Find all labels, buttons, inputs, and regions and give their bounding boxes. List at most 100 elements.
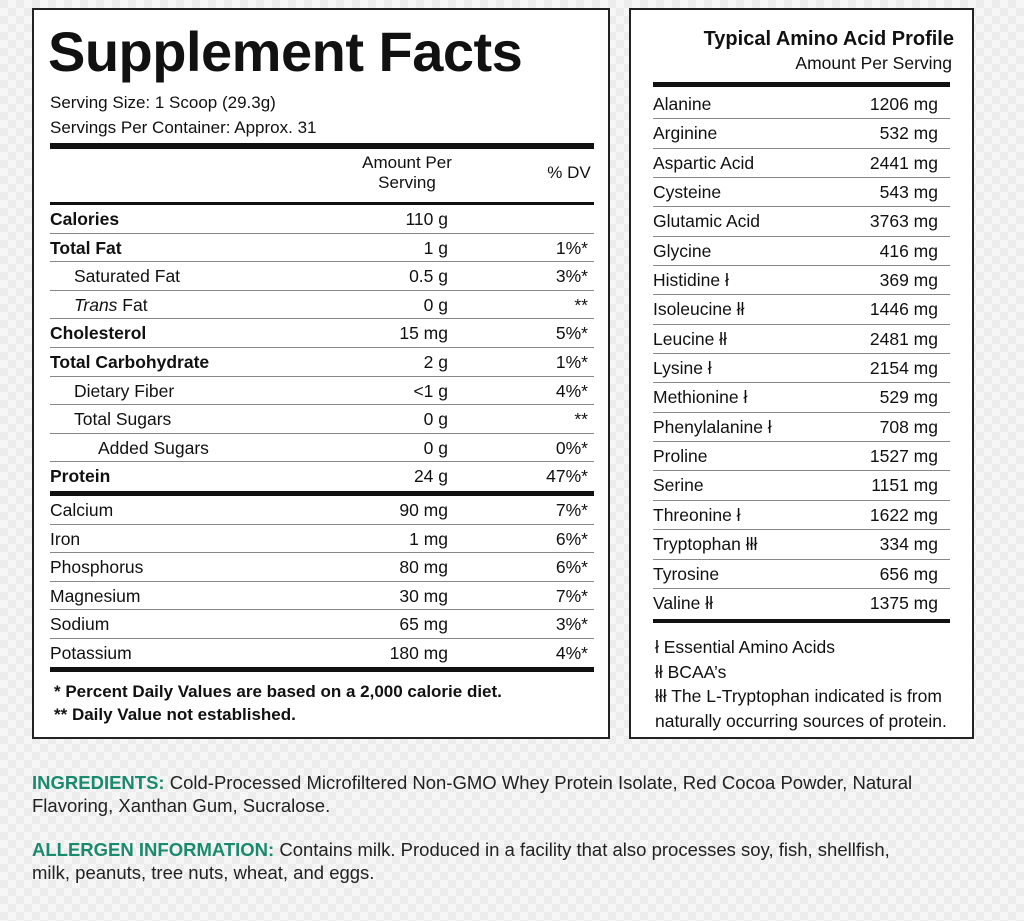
nutrient-row: Total Sugars 0 g ** <box>50 405 594 434</box>
ingredients: INGREDIENTS: Cold-Processed Microfiltere… <box>32 771 932 817</box>
nutrient-dv: 1%* <box>555 237 588 258</box>
amino-row: Tyrosine 656 mg <box>653 560 950 589</box>
amino-name: Alanine <box>653 94 712 114</box>
nutrient-row: Total Carbohydrate 2 g 1%* <box>50 348 594 377</box>
nutrient-name: Cholesterol <box>50 323 147 344</box>
amino-amount: 369 mg <box>879 270 938 291</box>
amino-name: Glycine <box>653 240 712 261</box>
nutrient-amount: 1 g <box>423 237 448 258</box>
nutrient-dv: 3%* <box>555 266 588 287</box>
amino-row: Proline 1527 mg <box>653 442 950 472</box>
amino-row: Valine łł 1375 mg <box>653 589 950 618</box>
amino-row: Cysteine 543 mg <box>653 178 950 208</box>
amino-name: Phenylalanine ł <box>653 416 772 437</box>
nutrient-amount: <1 g <box>413 380 448 401</box>
divider <box>50 202 594 205</box>
amino-row: Aspartic Acid 2441 mg <box>653 149 950 179</box>
nutrient-dv: 0%* <box>555 437 588 458</box>
amino-subtitle: Amount Per Serving <box>795 53 952 73</box>
amino-notes: ł Essential Amino Acids łł BCAA’s łłł Th… <box>655 635 947 733</box>
allergen-text: Contains milk. Produced in a facility th… <box>32 839 890 883</box>
mineral-amount: 30 mg <box>399 585 448 606</box>
mineral-row: Phosphorus 80 mg 6%* <box>50 553 594 582</box>
nutrient-name: Total Carbohydrate <box>50 351 210 372</box>
divider <box>50 667 594 672</box>
amino-name: Tryptophan łłł <box>653 534 758 555</box>
mineral-amount: 65 mg <box>399 614 448 635</box>
nutrient-name: Total Fat <box>50 237 122 258</box>
allergen-label: ALLERGEN INFORMATION: <box>32 839 275 860</box>
amino-amount: 656 mg <box>879 563 938 584</box>
amino-name: Serine <box>653 475 704 496</box>
amino-amount: 543 mg <box>879 182 938 203</box>
footnote-daily-values: * Percent Daily Values are based on a 2,… <box>54 682 502 701</box>
mineral-dv: 6%* <box>555 528 588 549</box>
mineral-row: Magnesium 30 mg 7%* <box>50 582 594 611</box>
mineral-row: Sodium 65 mg 3%* <box>50 610 594 639</box>
nutrient-row: Trans Fat 0 g ** <box>50 291 594 320</box>
mineral-amount: 90 mg <box>399 500 448 520</box>
amino-amount: 334 mg <box>879 534 938 555</box>
nutrient-row: Saturated Fat 0.5 g 3%* <box>50 262 594 291</box>
mineral-amount: 180 mg <box>389 642 448 663</box>
amino-acid-panel: Typical Amino Acid Profile Amount Per Se… <box>629 8 974 739</box>
amino-title: Typical Amino Acid Profile <box>703 28 954 50</box>
divider <box>50 143 594 149</box>
nutrient-amount: 2 g <box>423 351 448 372</box>
nutrient-amount: 0 g <box>423 409 448 430</box>
nutrient-name: Total Sugars <box>74 409 172 430</box>
amino-row: Tryptophan łłł 334 mg <box>653 530 950 560</box>
amino-row: Lysine ł 2154 mg <box>653 354 950 384</box>
amino-amount: 2154 mg <box>869 358 938 379</box>
amino-name: Aspartic Acid <box>653 152 755 173</box>
mineral-dv: 7%* <box>555 585 588 606</box>
amino-amount: 1622 mg <box>869 504 938 525</box>
nutrient-row: Added Sugars 0 g 0%* <box>50 434 594 463</box>
nutrient-dv: 5%* <box>555 323 588 344</box>
amino-amount: 708 mg <box>879 416 938 437</box>
amino-name: Methionine ł <box>653 387 748 408</box>
amino-row: Methionine ł 529 mg <box>653 383 950 413</box>
amino-amount: 532 mg <box>879 123 938 144</box>
amino-row: Leucine łł 2481 mg <box>653 325 950 355</box>
note: łł BCAA’s <box>655 661 727 682</box>
mineral-name: Calcium <box>50 500 114 520</box>
amino-row: Phenylalanine ł 708 mg <box>653 413 950 443</box>
amino-row: Glutamic Acid 3763 mg <box>653 207 950 237</box>
divider <box>653 82 950 87</box>
nutrient-amount: 15 mg <box>399 323 448 344</box>
nutrient-amount: 110 g <box>405 209 449 229</box>
nutrient-amount: 24 g <box>413 466 448 487</box>
nutrient-row: Dietary Fiber <1 g 4%* <box>50 377 594 406</box>
nutrient-name: Dietary Fiber <box>74 380 175 401</box>
amino-name: Histidine ł <box>653 270 729 291</box>
amino-row: Arginine 532 mg <box>653 119 950 149</box>
divider <box>653 619 950 623</box>
amino-amount: 1375 mg <box>869 592 938 613</box>
mineral-table: Calcium 90 mg 7%* Iron 1 mg 6%* Phosphorus 80 m… <box>50 496 594 668</box>
amino-name: Tyrosine <box>653 563 720 584</box>
amino-row: Isoleucine łł 1446 mg <box>653 295 950 325</box>
nutrient-amount: 0 g <box>423 294 448 315</box>
mineral-amount: 1 mg <box>409 528 448 549</box>
nutrient-dv: ** <box>574 409 588 430</box>
column-header-dv: % DV <box>547 163 591 182</box>
amino-amount: 529 mg <box>879 387 938 408</box>
nutrient-row: Cholesterol 15 mg 5%* <box>50 319 594 348</box>
amino-amount: 1151 mg <box>871 475 938 496</box>
mineral-dv: 7%* <box>555 500 588 520</box>
amino-row: Histidine ł 369 mg <box>653 266 950 296</box>
amino-name: Lysine ł <box>653 358 712 379</box>
mineral-dv: 3%* <box>555 614 588 635</box>
note: naturally occurring sources of protein. <box>655 710 947 731</box>
divider <box>50 491 594 496</box>
nutrient-name: Trans Fat <box>74 294 148 315</box>
nutrient-row: Total Fat 1 g 1%* <box>50 234 594 263</box>
mineral-dv: 6%* <box>555 557 588 578</box>
servings-per-container: Servings Per Container: Approx. 31 <box>50 118 317 137</box>
nutrient-amount: 0.5 g <box>409 266 448 287</box>
ingredients-label: INGREDIENTS: <box>32 772 165 793</box>
footnote-not-established: ** Daily Value not established. <box>54 705 296 724</box>
nutrient-name: Saturated Fat <box>74 266 181 287</box>
column-header-amount: Amount Per Serving <box>362 153 452 192</box>
